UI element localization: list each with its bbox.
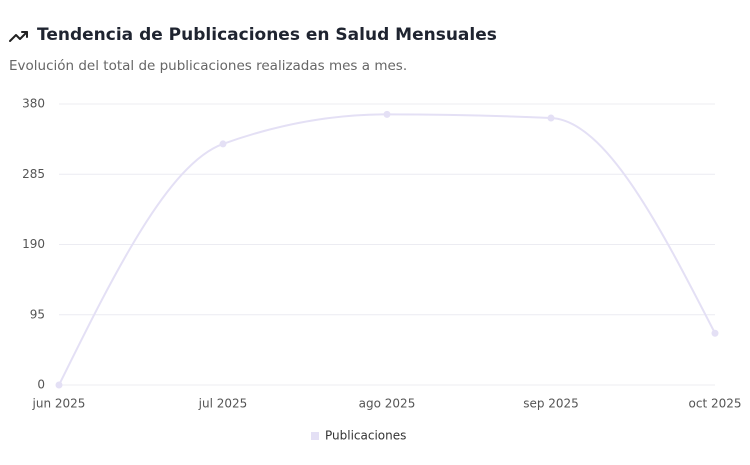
x-tick-label: jul 2025 xyxy=(198,397,248,411)
chart-subtitle: Evolución del total de publicaciones rea… xyxy=(9,58,407,74)
y-tick-label: 95 xyxy=(30,307,45,321)
y-tick-label: 380 xyxy=(22,97,45,111)
chart-title: Tendencia de Publicaciones en Salud Mens… xyxy=(37,25,497,45)
point xyxy=(383,110,391,118)
point xyxy=(55,381,63,389)
x-tick-label: sep 2025 xyxy=(523,397,579,411)
legend-label: Publicaciones xyxy=(325,429,406,443)
y-tick-label: 285 xyxy=(22,167,45,181)
x-tick-label: ago 2025 xyxy=(359,397,416,411)
x-tick-label: jun 2025 xyxy=(32,397,86,411)
line xyxy=(58,113,716,386)
point xyxy=(547,114,555,122)
x-tick-label: oct 2025 xyxy=(689,397,742,411)
point xyxy=(711,329,719,337)
point xyxy=(219,140,227,148)
y-tick-label: 0 xyxy=(37,378,45,392)
legend-swatch xyxy=(311,432,319,440)
trend-icon xyxy=(9,31,28,42)
y-tick-label: 190 xyxy=(22,237,45,251)
